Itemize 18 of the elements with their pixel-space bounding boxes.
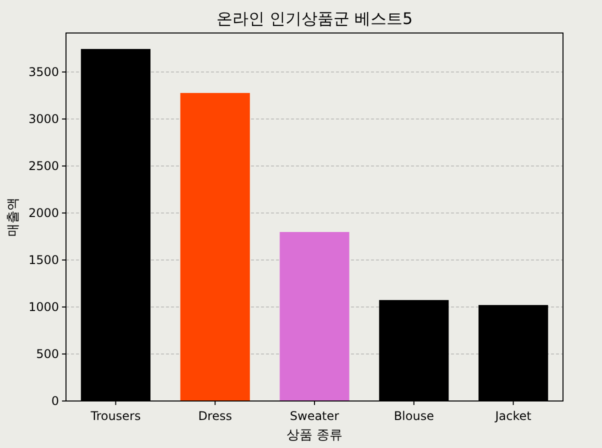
y-tick-label: 2000	[28, 206, 59, 220]
y-axis-title: 매출액	[6, 198, 21, 236]
y-tick-label: 1000	[28, 300, 59, 314]
x-axis-title: 상품 종류	[286, 428, 343, 443]
bar	[280, 232, 350, 401]
y-tick-label: 0	[51, 394, 59, 408]
x-tick-label: Trousers	[90, 409, 141, 423]
x-tick-label: Sweater	[290, 409, 340, 423]
x-tick-label: Dress	[198, 409, 232, 423]
y-tick-label: 3500	[28, 65, 59, 80]
y-tick-label: 500	[36, 347, 59, 361]
x-tick-label: Jacket	[494, 409, 532, 423]
bar	[180, 92, 250, 401]
y-tick-label: 1500	[28, 253, 59, 268]
y-tick-label: 3000	[28, 112, 59, 126]
x-tick-label: Blouse	[394, 409, 434, 423]
y-tick-label: 2500	[28, 159, 59, 174]
chart-title: 온라인 인기상품군 베스트5	[216, 9, 413, 28]
